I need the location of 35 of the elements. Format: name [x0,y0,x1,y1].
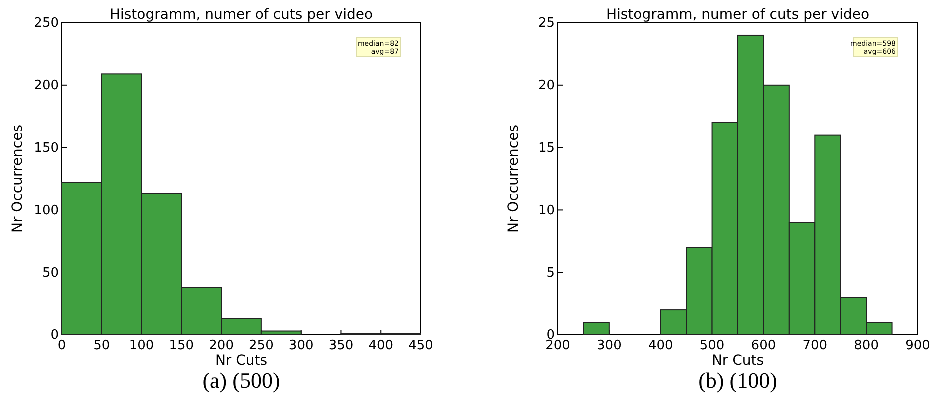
x-axis-title: Nr Cuts [712,353,764,369]
x-tick-label: 200 [209,338,234,354]
x-tick-label: 400 [368,338,394,354]
chart-title: Histogramm, numer of cuts per video [110,7,374,23]
y-tick-label: 200 [34,78,59,94]
x-tick-label: 300 [597,338,622,354]
x-tick-label: 350 [328,338,354,354]
y-tick-label: 15 [538,140,555,156]
x-tick-label: 100 [129,338,154,354]
x-tick-label: 500 [700,338,725,354]
y-tick-label: 50 [42,266,59,281]
x-tick-label: 300 [288,338,314,354]
y-tick-label: 250 [34,16,59,32]
x-tick-label: 150 [169,338,194,354]
y-tick-label: 25 [538,16,555,32]
x-tick-label: 600 [751,338,776,354]
y-tick-label: 20 [538,78,555,94]
x-tick-label: 400 [648,338,674,354]
y-tick-label: 0 [50,328,59,344]
y-tick-label: 10 [538,203,555,218]
x-axis-title: Nr Cuts [215,353,268,369]
y-tick-label: 5 [546,266,555,281]
y-axis-title: Nr Occurrences [506,124,522,234]
x-tick-label: 900 [906,338,930,354]
text: (b) (100) [698,368,778,393]
x-tick-label: 50 [94,338,110,354]
x-tick-label: 700 [802,338,828,354]
y-axis-title: Nr Occurrences [10,124,26,234]
x-tick-label: 250 [249,338,274,354]
y-tick-label: 100 [34,203,59,218]
chart-title: Histogramm, numer of cuts per video [606,7,870,23]
x-tick-label: 450 [408,338,434,354]
y-tick-label: 150 [34,140,59,156]
text: (a) (500) [202,368,280,393]
x-tick-label: 800 [854,338,879,354]
